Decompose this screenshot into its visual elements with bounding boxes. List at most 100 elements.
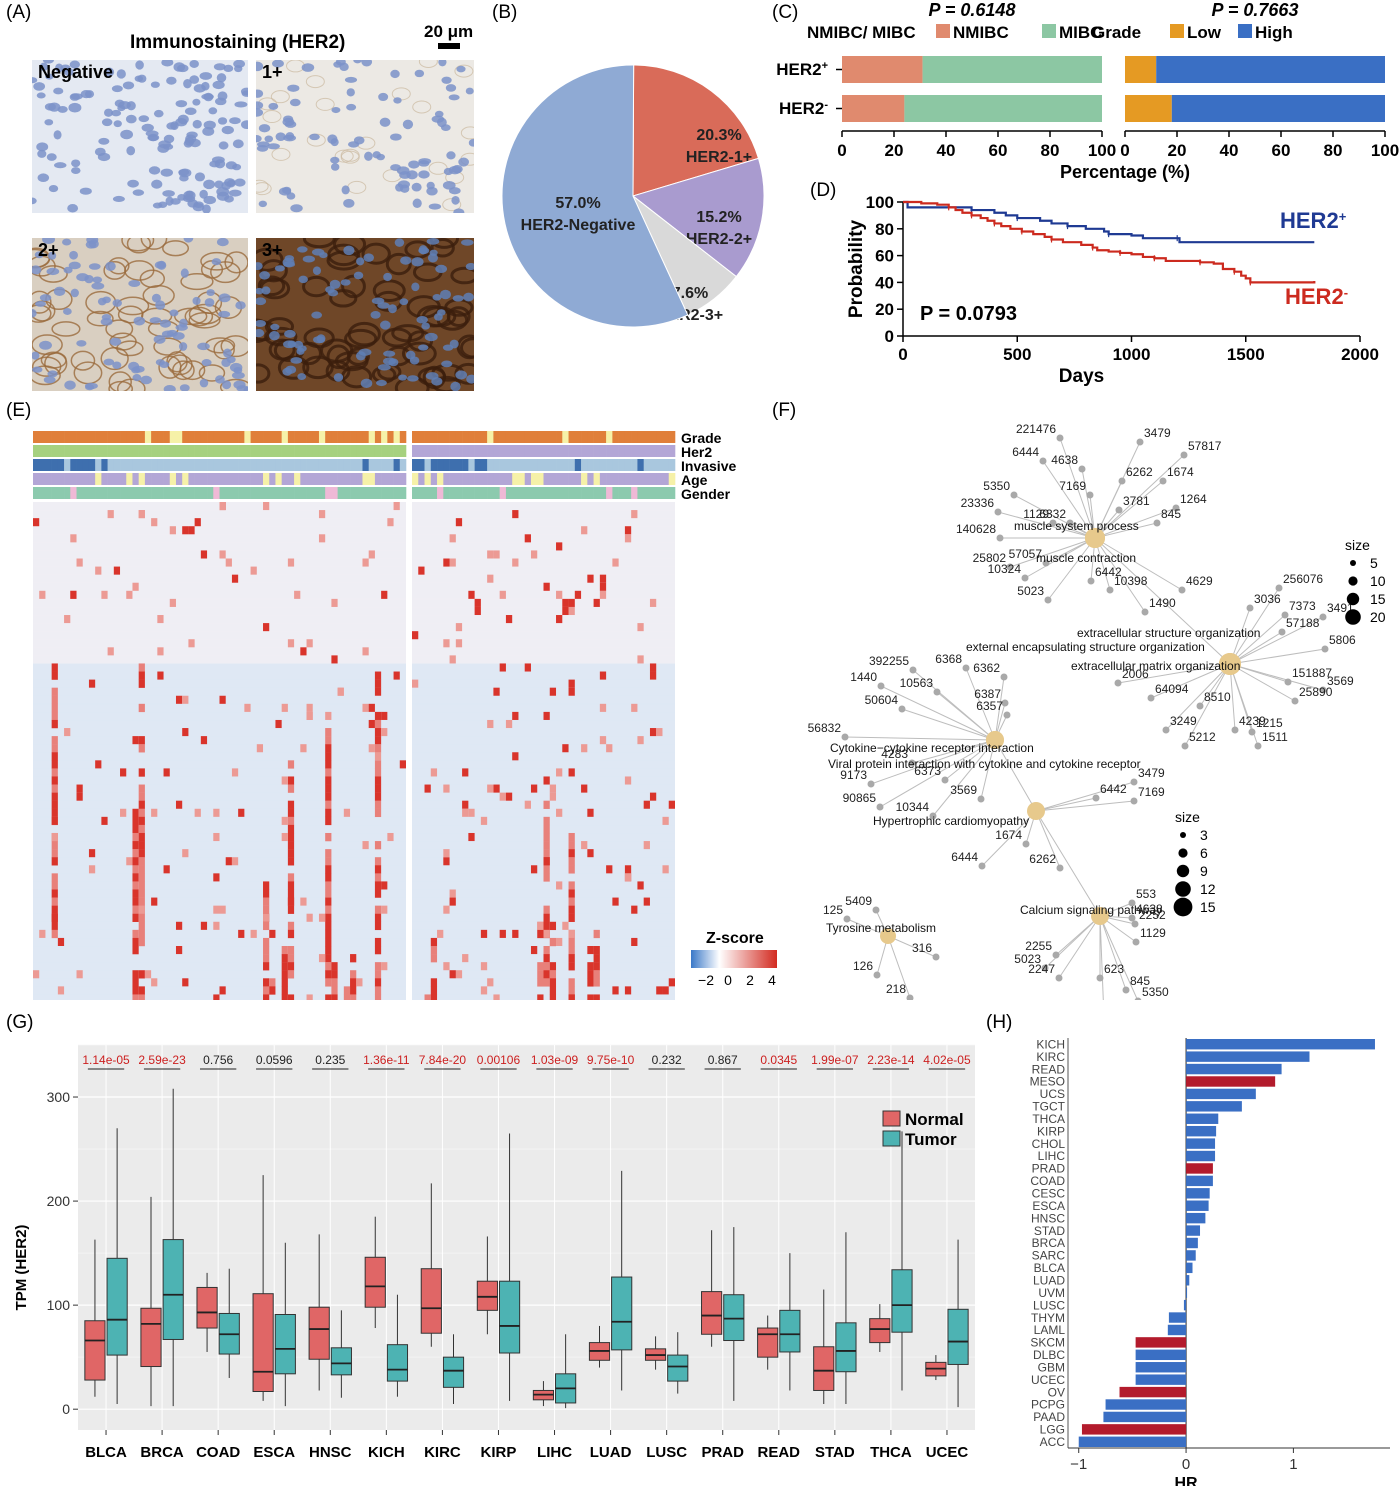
nucleus bbox=[256, 297, 267, 306]
gene-node bbox=[1049, 519, 1057, 527]
nucleus bbox=[39, 62, 49, 71]
nucleus bbox=[80, 89, 92, 99]
heatmap-cell-high bbox=[637, 881, 644, 890]
heatmap-cell-high bbox=[138, 824, 145, 834]
heatmap-cell-high bbox=[549, 784, 557, 793]
nucleus bbox=[434, 110, 444, 118]
category-label: SKCM bbox=[1030, 1336, 1065, 1350]
annotation-cell bbox=[430, 459, 438, 471]
heatmap-cell-high bbox=[300, 744, 307, 753]
annotation-cell bbox=[499, 473, 507, 485]
annotation-cell bbox=[45, 445, 52, 457]
pvalue-label: 0.867 bbox=[708, 1053, 738, 1067]
annotation-cell bbox=[530, 431, 538, 443]
membrane-stain bbox=[412, 100, 432, 114]
heatmap-row bbox=[33, 534, 406, 543]
membrane-stain bbox=[140, 238, 168, 250]
annotation-cell bbox=[163, 487, 171, 499]
gene-label: 90865 bbox=[843, 791, 877, 805]
heatmap-row bbox=[33, 598, 406, 608]
nucleus bbox=[98, 137, 110, 145]
annotation-cell bbox=[549, 431, 557, 443]
gene-label: 2006 bbox=[1122, 667, 1149, 681]
heatmap-cell-high bbox=[593, 994, 600, 1000]
heatmap-cell-high bbox=[537, 921, 544, 930]
x-tick-label: 100 bbox=[1088, 141, 1116, 160]
annotation-cell bbox=[512, 431, 519, 443]
annotation-cell bbox=[250, 487, 258, 499]
gene-node bbox=[1106, 586, 1114, 594]
network-edge bbox=[1035, 800, 1135, 812]
nucleus bbox=[453, 208, 465, 213]
annotation-cell bbox=[200, 487, 208, 499]
gene-node bbox=[1147, 694, 1155, 702]
annotation-cell bbox=[374, 459, 382, 471]
gene-node bbox=[1134, 997, 1142, 1000]
gene-label: 845 bbox=[1161, 507, 1181, 521]
heatmap-cell-high bbox=[138, 816, 145, 826]
annotation-cell bbox=[362, 459, 369, 471]
annotation-cell bbox=[374, 487, 382, 499]
heatmap-row bbox=[412, 703, 675, 713]
gene-node bbox=[872, 906, 880, 914]
heatmap-cell-high bbox=[350, 994, 357, 1000]
gene-node bbox=[1092, 794, 1100, 802]
box bbox=[140, 1307, 162, 1368]
size-legend-dot bbox=[1345, 609, 1361, 625]
tile-label: Negative bbox=[38, 62, 114, 82]
annotation-cell bbox=[624, 445, 632, 457]
annotation-cell bbox=[126, 459, 133, 471]
heatmap-cell-high bbox=[468, 590, 475, 599]
heatmap-cell-high bbox=[568, 687, 575, 696]
category-label: DLBC bbox=[1033, 1348, 1065, 1362]
heatmap-cell-high bbox=[213, 994, 220, 1000]
annotation-cell bbox=[387, 431, 394, 443]
nucleus bbox=[63, 266, 73, 274]
pvalue-label: 7.84e-20 bbox=[419, 1053, 467, 1067]
heatmap-cell-high bbox=[213, 921, 220, 930]
nucleus bbox=[443, 167, 453, 176]
heatmap-cell-high bbox=[568, 832, 575, 842]
annotation-cell bbox=[256, 445, 264, 457]
nucleus bbox=[270, 323, 280, 331]
gene-label: 1129 bbox=[1140, 926, 1166, 940]
annotation-cell bbox=[312, 431, 320, 443]
heatmap-row bbox=[33, 768, 406, 777]
heatmap-cell-high bbox=[537, 994, 544, 1000]
nucleus bbox=[199, 72, 213, 80]
heatmap-row bbox=[412, 687, 675, 697]
annotation-cell bbox=[343, 487, 351, 499]
annotation-cell bbox=[524, 431, 532, 443]
annotation-cell bbox=[449, 487, 457, 499]
heatmap-cell-high bbox=[568, 929, 575, 938]
heatmap-cell-high bbox=[381, 711, 388, 720]
membrane-stain bbox=[180, 272, 214, 291]
annotation-cell bbox=[368, 473, 376, 485]
heatmap-cell-high bbox=[512, 752, 519, 761]
category-label: ACC bbox=[1040, 1435, 1066, 1449]
heatmap-row bbox=[412, 937, 675, 947]
annotation-cell bbox=[343, 473, 351, 485]
gene-label: 25890 bbox=[1299, 685, 1333, 699]
heatmap-row bbox=[33, 889, 406, 898]
nucleus bbox=[63, 308, 72, 315]
membrane-stain bbox=[340, 148, 360, 162]
heatmap-cell-high bbox=[612, 986, 619, 995]
annotation-cell bbox=[256, 473, 264, 485]
gene-node bbox=[994, 508, 1002, 516]
gene-label: 10563 bbox=[900, 676, 934, 690]
heatmap-cell-high bbox=[562, 921, 569, 930]
annotation-cell bbox=[126, 487, 133, 499]
heatmap-cell-high bbox=[157, 671, 164, 680]
nucleus bbox=[127, 179, 139, 188]
heatmap-cell-high bbox=[281, 970, 288, 979]
heatmap-cell-high bbox=[374, 970, 382, 979]
heatmap-cell-high bbox=[287, 897, 295, 906]
annotation-cell bbox=[599, 459, 607, 471]
term-label: muscle contraction bbox=[1036, 551, 1136, 565]
nucleus bbox=[402, 119, 414, 130]
nucleus bbox=[346, 103, 357, 111]
annotation-cell bbox=[562, 445, 569, 457]
heatmap-cell-high bbox=[138, 937, 145, 947]
gene-label: 623 bbox=[1104, 962, 1124, 976]
